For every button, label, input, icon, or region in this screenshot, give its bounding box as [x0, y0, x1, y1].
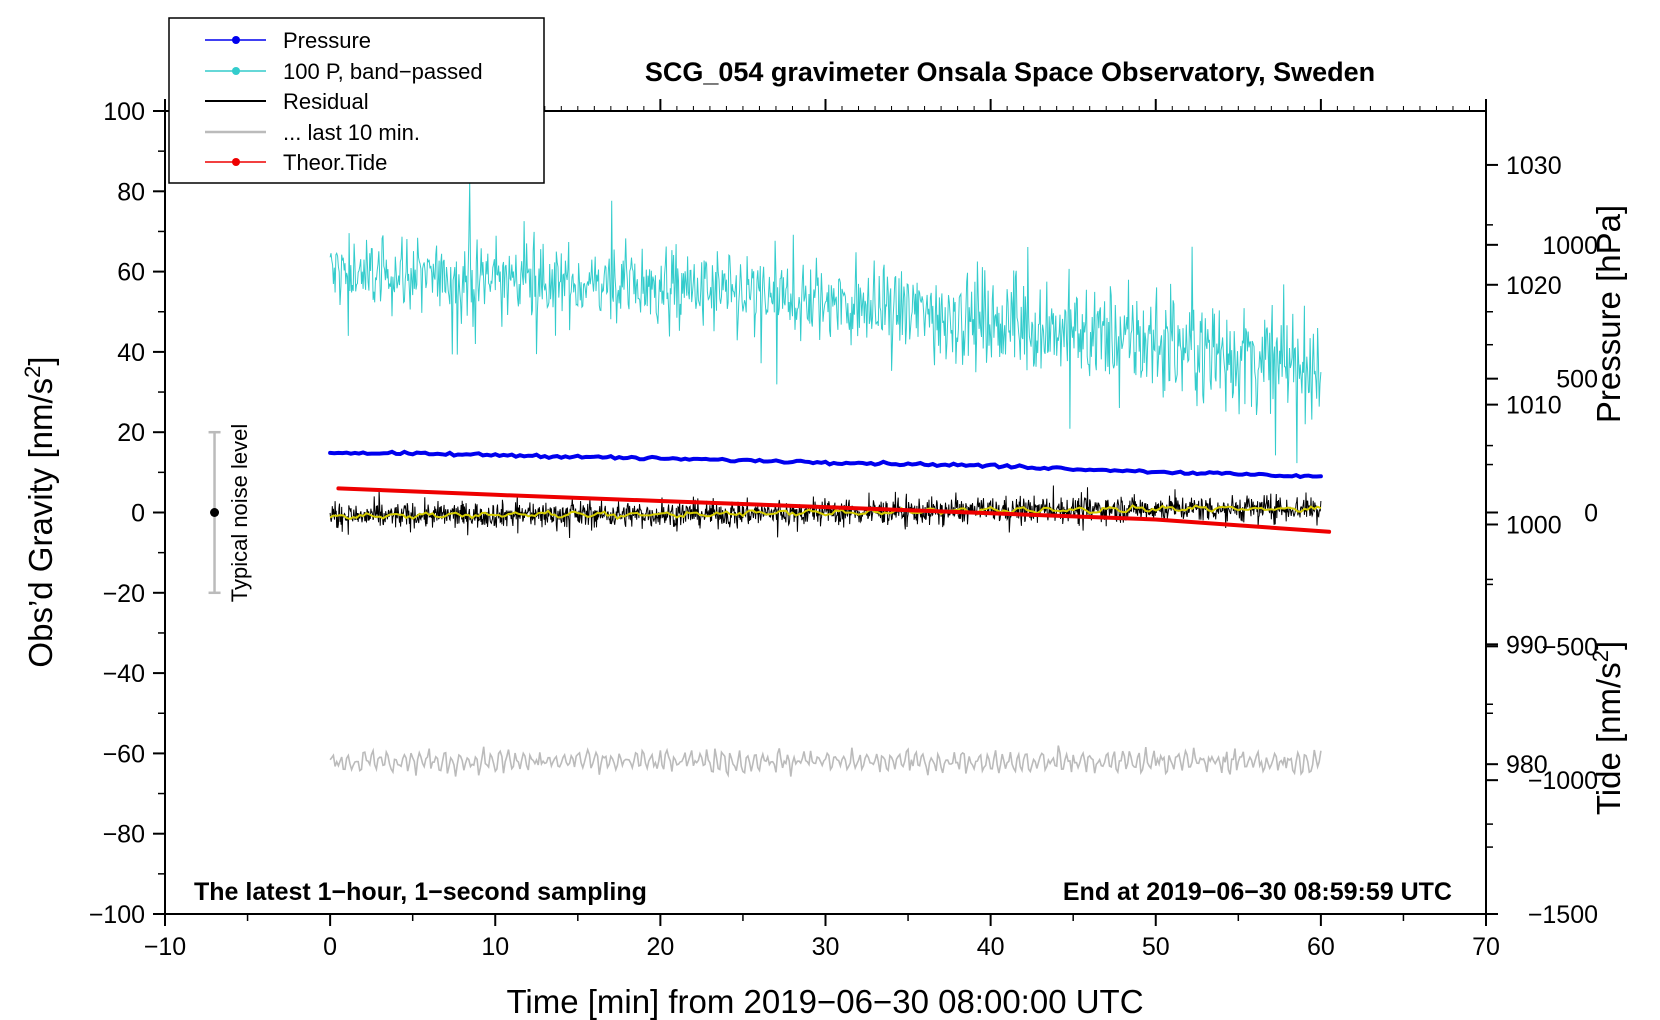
legend-label-last10: ... last 10 min.: [283, 120, 420, 145]
x-tick-label: 20: [646, 933, 674, 961]
x-tick-label: 60: [1307, 933, 1335, 961]
y-tick-label: −100: [89, 901, 145, 929]
legend-label-residual: Residual: [283, 89, 369, 114]
axes-layer: −10 0 10 20 30 40 50 60 70−100−80−60−40−20020406…: [89, 98, 1598, 961]
annotation-sampling: The latest 1−hour, 1−second sampling: [194, 878, 647, 906]
tide-tick-label: −500: [1542, 633, 1598, 661]
noise-bar-center: [210, 508, 220, 517]
y-axis-title-pressure: Pressure [hPa]: [1590, 205, 1627, 423]
y-tick-label: −80: [103, 821, 145, 849]
tide-tick-label: 500: [1556, 366, 1598, 394]
y-tick-label: 20: [117, 419, 145, 447]
x-tick-label: 40: [977, 933, 1005, 961]
y-tick-label: −40: [103, 660, 145, 688]
noise-level-label: Typical noise level: [227, 424, 252, 603]
series-pressure: [328, 449, 1323, 480]
y-tick-label: −60: [103, 740, 145, 768]
legend-label-pressure: Pressure: [283, 28, 371, 53]
x-tick-label: −10: [144, 933, 186, 961]
y-tick-label: 40: [117, 339, 145, 367]
tide-tick-label: 0: [1584, 500, 1598, 528]
x-tick-label: 10: [481, 933, 509, 961]
pressure-tick-label: 1020: [1506, 272, 1562, 300]
legend-marker-pressure: [232, 36, 240, 44]
x-axis-title: Time [min] from 2019−06−30 08:00:00 UTC: [506, 983, 1143, 1020]
tide-tick-label: −1500: [1528, 901, 1598, 929]
series-residual-smoothed: [329, 504, 1322, 521]
y-tick-label: 0: [131, 500, 145, 528]
legend-label-band-passed: 100 P, band−passed: [283, 59, 483, 84]
pressure-tick-label: 1000: [1506, 511, 1562, 539]
legend: Pressure 100 P, band−passed Residual ...…: [168, 17, 545, 184]
series-theoretical-tide: [336, 486, 1332, 534]
y-tick-label: 80: [117, 178, 145, 206]
pressure-tick-label: 990: [1506, 631, 1548, 659]
annotation-end-time: End at 2019−06−30 08:59:59 UTC: [1063, 878, 1452, 906]
x-tick-label: 70: [1472, 933, 1500, 961]
y-tick-label: 60: [117, 259, 145, 287]
x-tick-label: 50: [1142, 933, 1170, 961]
data-layer: [208, 181, 1332, 778]
chart-title: SCG_054 gravimeter Onsala Space Observat…: [645, 57, 1375, 87]
x-tick-label: 30: [812, 933, 840, 961]
legend-label-tide: Theor.Tide: [283, 150, 387, 175]
tide-tick-label: −1000: [1528, 767, 1598, 795]
legend-marker-band-passed: [232, 67, 240, 75]
pressure-tick-label: 980: [1506, 751, 1548, 779]
y-tick-label: −20: [103, 580, 145, 608]
tide-tick-label: 1000: [1542, 232, 1598, 260]
pressure-tick-label: 1030: [1506, 152, 1562, 180]
series-last-10-min: [329, 745, 1322, 778]
pressure-tick-label: 1010: [1506, 392, 1562, 420]
legend-marker-tide: [232, 158, 240, 166]
y-axis-title-gravity: Obs’d Gravity [nm/s2]: [20, 356, 59, 667]
x-tick-label: 0: [323, 933, 337, 961]
series-band-passed-pressure: [329, 181, 1322, 464]
y-axis-title-tide: Tide [nm/s2]: [1588, 641, 1627, 815]
y-tick-label: 100: [103, 98, 145, 126]
